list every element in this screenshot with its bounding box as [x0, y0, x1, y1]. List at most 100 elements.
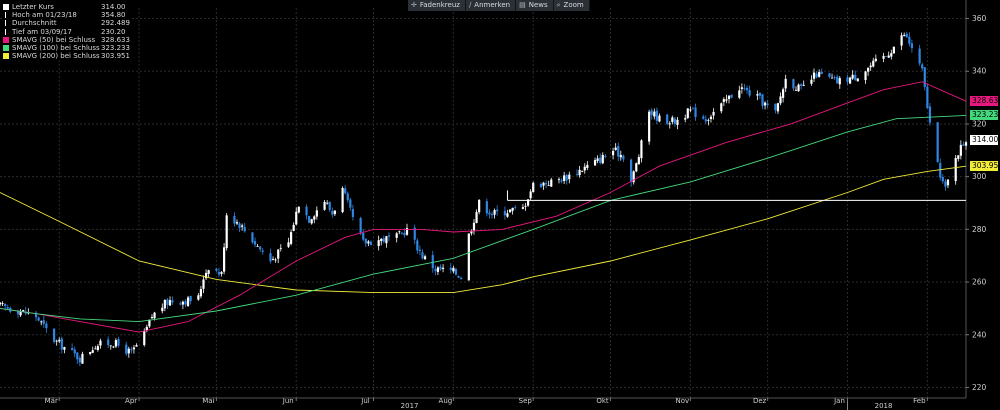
x-tick-label: Mai: [202, 397, 214, 405]
candle-body: [882, 55, 885, 59]
y-tick-label: 220: [972, 383, 987, 392]
x-tick-label: Aug: [439, 397, 453, 405]
candle-body: [436, 267, 440, 272]
candle-body: [619, 154, 622, 158]
candle-body: [441, 267, 445, 269]
toolbar-button-fadenkreuz[interactable]: ✛ Fadenkreuz: [408, 0, 466, 11]
candle-body: [71, 347, 74, 351]
candle-body: [413, 227, 416, 240]
candle-body: [421, 252, 424, 259]
candle-body: [622, 155, 625, 160]
candle-body: [439, 266, 442, 270]
candle-body: [235, 222, 239, 224]
candle-body: [261, 250, 264, 252]
candle-body: [936, 122, 939, 163]
magnifier-icon: ⌕: [556, 1, 561, 9]
candle-body: [722, 99, 725, 102]
candle-body: [416, 240, 419, 251]
candle-body: [305, 206, 308, 216]
legend-swatch: [3, 45, 9, 52]
candle-body: [171, 300, 174, 303]
candle-body: [640, 140, 643, 159]
toolbar-button-news[interactable]: ▤ News: [516, 0, 554, 11]
candle-body: [506, 213, 509, 217]
candle-body: [207, 270, 210, 275]
candle-body: [315, 210, 318, 217]
x-tick-label: Apr: [125, 397, 137, 405]
candle-body: [885, 56, 888, 57]
candle-body: [581, 170, 584, 172]
candle-body: [0, 302, 2, 305]
candle-body: [107, 339, 110, 346]
toolbar-button-anmerken[interactable]: ∕ Anmerken: [465, 0, 517, 11]
y-tick-label: 360: [972, 14, 987, 23]
candle-body: [578, 169, 581, 176]
candle-body: [637, 157, 640, 165]
candle-body: [359, 218, 362, 234]
year-label: 2018: [875, 402, 893, 410]
candle-body: [810, 79, 813, 84]
candle-body: [60, 338, 63, 350]
candle-body: [864, 71, 867, 81]
candle-body: [362, 232, 365, 240]
ma-line: [0, 114, 967, 323]
candle-body: [256, 245, 259, 247]
legend-entry: Letzter Kurs 314.00: [3, 3, 131, 11]
legend-label: Letzter Kurs: [12, 3, 54, 11]
candle-body: [143, 331, 146, 346]
candle-body: [797, 84, 800, 92]
candle-body: [341, 188, 344, 213]
candle-body: [758, 92, 762, 96]
candle-body: [632, 171, 635, 183]
candle-body: [694, 107, 697, 118]
candle-body: [586, 164, 589, 168]
candle-body: [550, 179, 553, 187]
candle-body: [326, 202, 329, 204]
candle-body: [635, 163, 638, 172]
candle-body: [94, 348, 97, 350]
candle-body: [959, 144, 962, 156]
candle-body: [1, 303, 4, 304]
x-tick-label: Feb: [913, 397, 926, 405]
candle-body: [259, 246, 262, 250]
candle-body: [223, 247, 226, 272]
candle-body: [854, 74, 857, 80]
y-axis: 220 240 260 280 300 320 340 360: [966, 14, 987, 392]
candle-body: [313, 216, 316, 220]
candle-body: [730, 94, 733, 98]
candle-body: [400, 232, 403, 234]
candle-body: [225, 215, 228, 249]
toolbar-button-zoom[interactable]: ⌕ Zoom: [553, 0, 590, 11]
candle-body: [802, 84, 805, 86]
candle-body: [766, 103, 769, 105]
candle-body: [297, 206, 300, 213]
price-tag: 328.633: [970, 96, 1000, 107]
legend-label: Durchschnitt: [12, 19, 57, 28]
candle-body: [575, 173, 579, 175]
candle-body: [565, 174, 568, 181]
candle-body: [243, 226, 246, 232]
candle-body: [851, 74, 854, 79]
candle-body: [686, 108, 689, 118]
legend-label: SMAVG (100) bei Schluss: [12, 43, 100, 52]
candle-body: [601, 155, 604, 164]
candle-body: [812, 72, 816, 79]
candle-body: [946, 179, 950, 186]
candle-body: [127, 348, 130, 354]
candle-body: [568, 174, 571, 180]
candle-body: [287, 242, 290, 247]
candle-body: [874, 58, 877, 61]
candle-body: [405, 228, 409, 235]
candle-body: [96, 346, 99, 350]
candle-body: [890, 53, 893, 57]
legend-value: 230.20: [101, 27, 126, 36]
candle-body: [918, 48, 921, 64]
candle-body: [367, 241, 370, 244]
candle-body: [846, 77, 849, 82]
candle-body: [403, 232, 406, 236]
candle-body: [45, 323, 48, 329]
candle-body: [782, 89, 785, 98]
y-tick-label: 320: [972, 119, 987, 128]
candle-body: [398, 231, 401, 233]
